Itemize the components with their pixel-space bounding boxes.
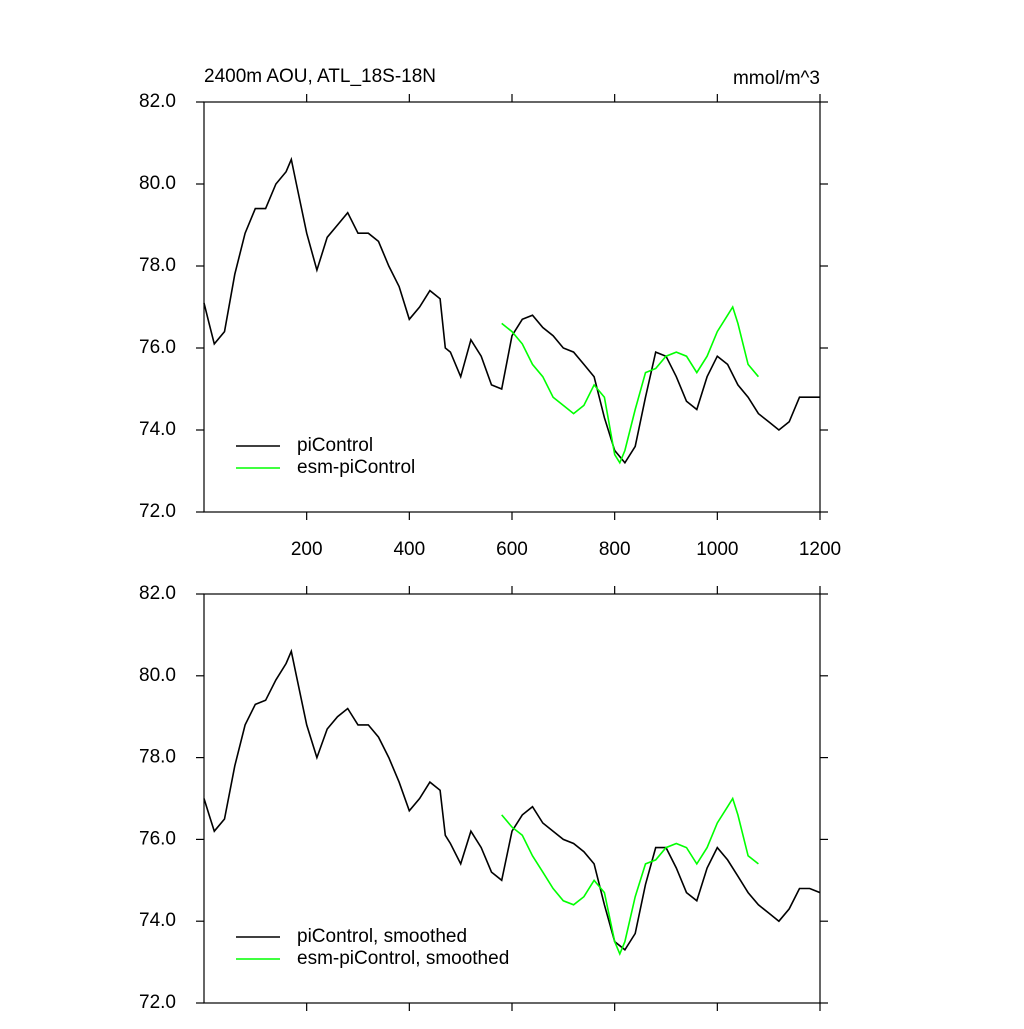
- data-line: [501, 796, 759, 956]
- y-tick-label: 74.0: [139, 910, 176, 931]
- chart-title: 2400m AOU, ATL_18S-18N: [204, 66, 436, 87]
- units-label: mmol/m^3: [733, 68, 820, 89]
- data-line: [203, 648, 821, 951]
- data-line: [501, 305, 760, 465]
- y-tick-label: 74.0: [139, 419, 176, 440]
- legend-label: esm-piControl, smoothed: [297, 948, 509, 969]
- y-tick-label: 76.0: [139, 337, 176, 358]
- x-tick-label: 200: [291, 539, 323, 560]
- legend-label: piControl, smoothed: [297, 926, 467, 947]
- y-tick-label: 82.0: [139, 583, 176, 604]
- data-line: [203, 156, 820, 465]
- x-tick-label: 400: [393, 539, 425, 560]
- y-tick-label: 78.0: [139, 255, 176, 276]
- legend-label: piControl: [297, 435, 373, 456]
- legend-label: esm-piControl: [297, 457, 415, 478]
- x-tick-label: 800: [599, 539, 631, 560]
- y-tick-label: 80.0: [139, 173, 176, 194]
- y-tick-label: 82.0: [139, 91, 176, 112]
- y-tick-label: 78.0: [139, 747, 176, 768]
- x-tick-label: 1200: [799, 539, 841, 560]
- y-tick-label: 72.0: [139, 501, 176, 522]
- x-tick-label: 1000: [696, 539, 738, 560]
- y-tick-label: 80.0: [139, 665, 176, 686]
- x-tick-label: 600: [496, 539, 528, 560]
- y-tick-label: 76.0: [139, 828, 176, 849]
- y-tick-label: 72.0: [139, 992, 176, 1013]
